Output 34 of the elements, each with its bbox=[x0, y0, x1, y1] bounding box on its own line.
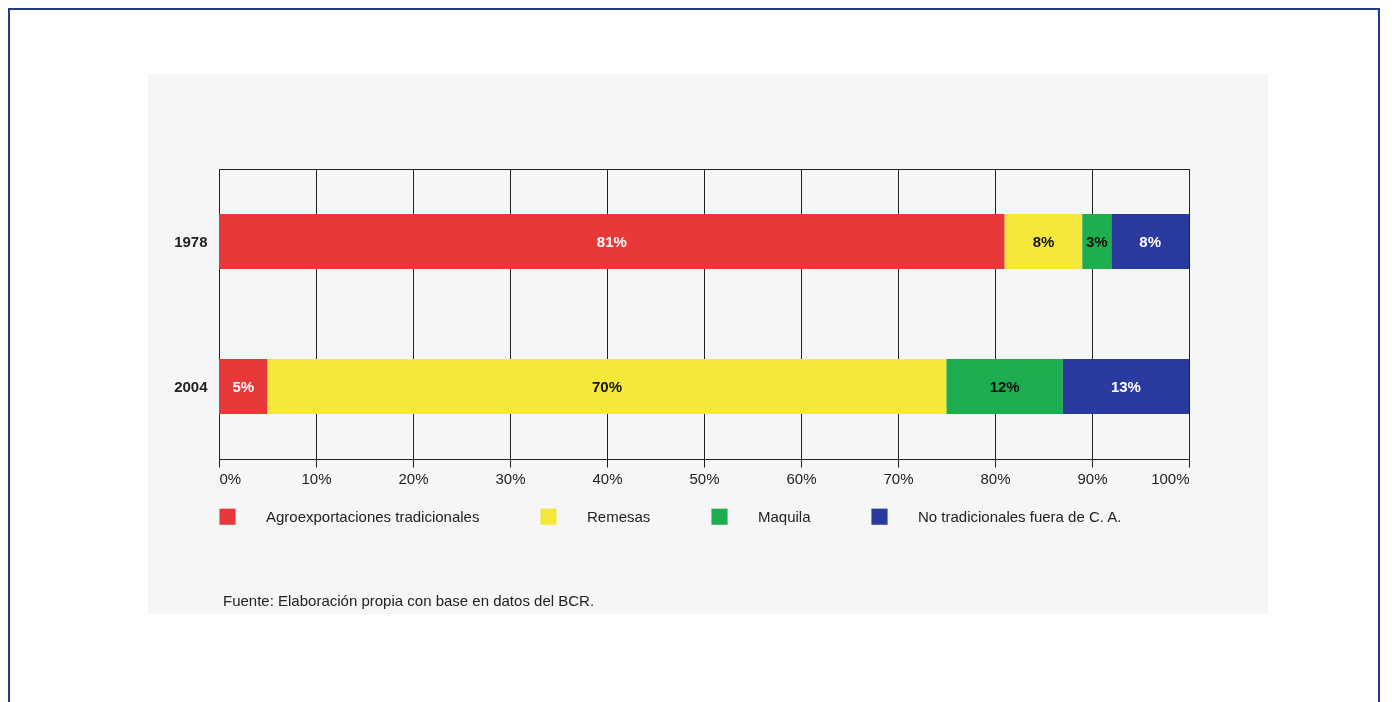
data-label: 70% bbox=[591, 377, 623, 395]
x-tick-label: 20% bbox=[398, 469, 429, 487]
bar bbox=[1062, 358, 1189, 415]
data-label: 13% bbox=[1110, 377, 1141, 395]
y-tick-label: 1978 bbox=[174, 232, 208, 250]
x-tick-label: 30% bbox=[495, 469, 526, 487]
legend-label: Maquila bbox=[758, 507, 812, 525]
legend-label: Agroexportaciones tradicionales bbox=[266, 507, 480, 525]
bar bbox=[219, 213, 1005, 270]
x-tick-label: 50% bbox=[689, 469, 720, 487]
x-tick-label: 0% bbox=[219, 469, 242, 487]
x-tick-label: 40% bbox=[592, 469, 623, 487]
data-label: 81% bbox=[596, 232, 627, 250]
bar bbox=[946, 358, 1063, 415]
data-label: 8% bbox=[1032, 232, 1055, 250]
data-label: 8% bbox=[1139, 232, 1162, 250]
bar bbox=[1082, 213, 1112, 270]
bar bbox=[1004, 213, 1083, 270]
data-label: 5% bbox=[232, 377, 255, 395]
bar bbox=[1111, 213, 1189, 270]
x-tick-label: 100% bbox=[1151, 469, 1190, 487]
x-tick-label: 80% bbox=[980, 469, 1011, 487]
data-label: 3% bbox=[1086, 232, 1108, 250]
x-tick-label: 60% bbox=[786, 469, 817, 487]
bar bbox=[219, 358, 268, 415]
x-tick-label: 70% bbox=[883, 469, 914, 487]
bar bbox=[267, 358, 947, 415]
y-tick-label: 2004 bbox=[174, 377, 209, 395]
x-tick-label: 90% bbox=[1077, 469, 1108, 487]
data-label: 12% bbox=[989, 377, 1020, 395]
x-tick-label: 10% bbox=[301, 469, 332, 487]
legend-label: Remesas bbox=[587, 507, 651, 525]
legend-label: No tradicionales fuera de C. A. bbox=[918, 507, 1122, 525]
source-note: Fuente: Elaboración propia con base en datos del BCR. bbox=[223, 592, 595, 609]
